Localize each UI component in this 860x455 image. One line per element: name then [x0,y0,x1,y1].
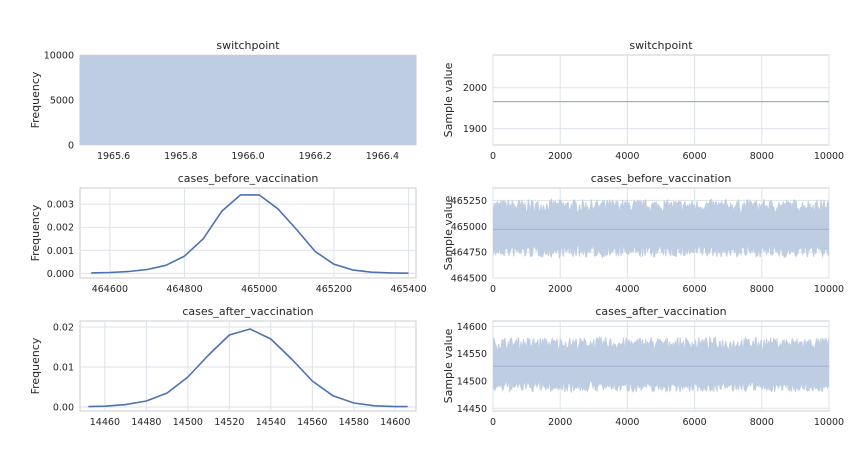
plot-area [492,54,830,146]
y-tick-label: 465250 [451,196,487,207]
y-tick-label: 2000 [463,83,487,94]
x-tick-label: 1965.8 [164,151,197,162]
x-tick-label: 0 [490,284,496,295]
x-tick-label: 10000 [814,284,844,295]
y-tick-label: 10000 [44,51,74,62]
x-tick-label: 14480 [131,417,161,428]
y-tick-label: 0.02 [53,323,74,334]
plot-area [79,187,417,279]
y-tick-label: 14600 [457,322,487,333]
y-tick-label: 14550 [457,349,487,360]
series-group [493,335,829,394]
y-axis-label: Frequency [29,337,42,394]
y-axis-label: Sample value [442,195,455,270]
y-tick-label: 0.001 [47,246,74,257]
x-tick-label: 14540 [256,417,286,428]
x-tick-label: 1966.2 [299,151,332,162]
x-tick-label: 14500 [173,417,203,428]
series-group [88,328,408,408]
x-tick-label: 6000 [683,417,707,428]
x-tick-label: 14560 [297,417,327,428]
x-tick-label: 4000 [615,284,639,295]
chart-title: switchpoint [216,39,280,52]
histogram-bar [80,55,416,145]
x-tick-label: 1966.4 [366,151,399,162]
y-tick-label: 464500 [451,274,487,285]
x-tick-label: 2000 [548,284,572,295]
x-tick-label: 465000 [241,284,277,295]
series-group [91,194,409,274]
y-tick-label: 0.01 [53,363,74,374]
y-tick-label: 0 [68,141,74,152]
x-tick-label: 4000 [615,417,639,428]
y-tick-label: 5000 [50,96,74,107]
x-tick-label: 1965.6 [97,151,130,162]
series-line [91,194,409,274]
y-axis-label: Sample value [442,328,455,403]
y-axis-label: Frequency [29,71,42,128]
chart-title: switchpoint [629,39,693,52]
chart-title: cases_after_vaccination [182,305,313,318]
chart-title: cases_after_vaccination [595,305,726,318]
x-tick-label: 14520 [214,417,244,428]
x-tick-label: 8000 [750,151,774,162]
x-tick-label: 0 [490,151,496,162]
y-tick-label: 464750 [451,248,487,259]
x-tick-label: 14580 [339,417,369,428]
x-tick-label: 465400 [390,284,426,295]
x-tick-label: 4000 [615,151,639,162]
x-tick-label: 2000 [548,151,572,162]
x-tick-label: 8000 [750,417,774,428]
y-tick-label: 0.003 [47,200,74,211]
x-tick-label: 1966.0 [231,151,264,162]
y-tick-label: 0.002 [47,223,74,234]
y-axis-label: Sample value [442,62,455,137]
y-tick-label: 0.000 [47,269,74,280]
y-axis-label: Frequency [29,204,42,261]
x-tick-label: 6000 [683,284,707,295]
trace-band [493,335,829,394]
trace-band [493,198,829,259]
x-tick-label: 0 [490,417,496,428]
y-tick-label: 465000 [451,222,487,233]
y-tick-label: 1900 [463,124,487,135]
chart-title: cases_before_vaccination [178,172,319,185]
panel-trace_after: 0 2000 4000 6000 8000 10000 14450 14500 14550 146… [442,305,844,428]
panel-hist_switchpoint: 1965.6 1965.8 1966.0 1966.2 1966.4 0 5000 10000… [29,39,417,162]
x-tick-label: 10000 [814,151,844,162]
x-tick-label: 10000 [814,417,844,428]
panel-kde_before: 464600 464800 465000 465200 465400 0.000 0.001… [29,172,427,295]
panel-trace_switchpoint: 0 2000 4000 6000 8000 10000 1900 2000 switchpoin… [442,39,844,162]
x-tick-label: 8000 [750,284,774,295]
series-group [80,55,416,145]
x-tick-label: 2000 [548,417,572,428]
series-line [88,328,408,408]
chart-title: cases_before_vaccination [591,172,732,185]
x-tick-label: 14600 [380,417,410,428]
panel-kde_after: 14460 14480 14500 14520 14540 14560 14580 14600… [29,305,417,428]
plot-area [79,320,417,412]
y-tick-label: 0.00 [53,403,74,414]
x-tick-label: 6000 [683,151,707,162]
y-tick-label: 14450 [457,404,487,415]
x-tick-label: 465200 [316,284,352,295]
x-tick-label: 464600 [92,284,128,295]
x-tick-label: 14460 [90,417,120,428]
panel-trace_before: 0 2000 4000 6000 8000 10000 464500 464750 465000… [442,172,844,295]
x-tick-label: 464800 [166,284,202,295]
series-group [493,198,829,259]
y-tick-label: 14500 [457,377,487,388]
